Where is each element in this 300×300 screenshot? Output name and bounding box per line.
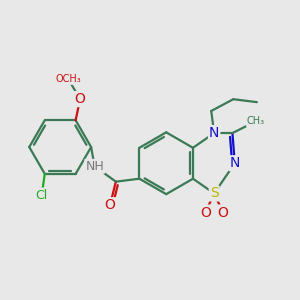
Text: O: O: [200, 206, 211, 220]
Text: N: N: [230, 156, 240, 170]
Text: O: O: [75, 92, 86, 106]
Text: N: N: [209, 126, 219, 140]
Text: Cl: Cl: [36, 188, 48, 202]
Text: O: O: [104, 198, 116, 212]
Text: OCH₃: OCH₃: [56, 74, 81, 84]
Text: S: S: [210, 186, 218, 200]
Text: NH: NH: [85, 160, 104, 173]
Text: O: O: [218, 206, 228, 220]
Text: CH₃: CH₃: [247, 116, 265, 126]
